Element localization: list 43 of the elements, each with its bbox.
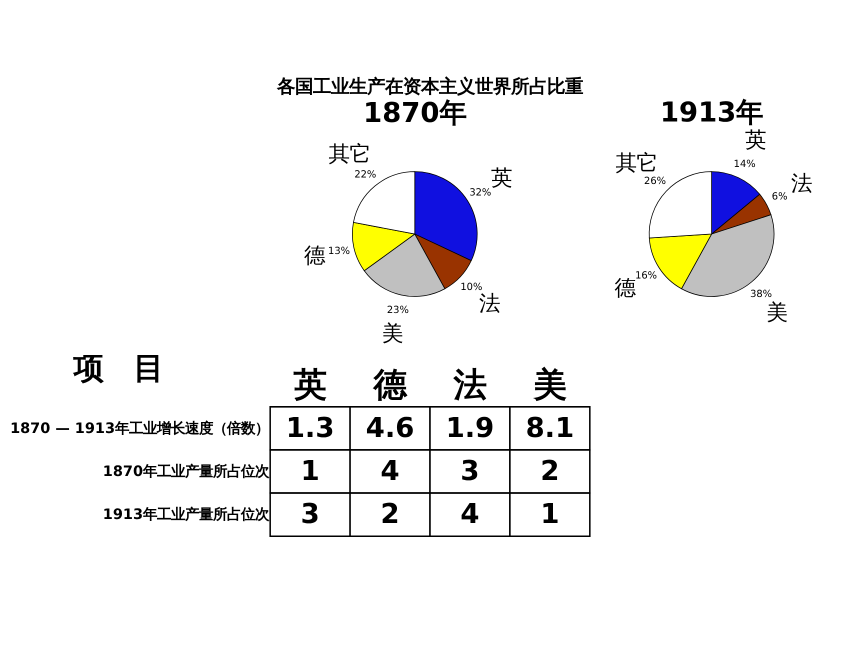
- chart-title: 1870年: [363, 98, 466, 130]
- category-label: 1870年工业产量所占位次: [102, 464, 270, 480]
- slice-label: 美: [766, 300, 788, 326]
- data-label: 23%: [386, 304, 409, 316]
- category-label: 法: [452, 364, 486, 404]
- data-label: 38%: [750, 288, 772, 300]
- slice-label: 德: [614, 276, 636, 302]
- category-label: 德: [372, 364, 408, 404]
- data-label: 10%: [460, 282, 482, 294]
- category-label: 1870 — 1913年工业增长速度（倍数）: [10, 420, 270, 437]
- category-label: 1913年工业产量所占位次: [102, 507, 270, 524]
- chart-title: 1913年: [660, 97, 764, 128]
- text: 4: [460, 499, 480, 530]
- data-label: 6%: [772, 192, 788, 203]
- slice-label: 法: [479, 291, 500, 316]
- slice-label: 德: [304, 244, 326, 269]
- text: 3: [300, 499, 320, 530]
- text: 8.1: [526, 412, 574, 444]
- text: 1: [540, 499, 560, 530]
- slice-label: 法: [791, 172, 812, 197]
- text: 项 目: [72, 351, 164, 386]
- text: 1.9: [446, 412, 494, 444]
- text: 1: [300, 456, 320, 487]
- data-label: 32%: [469, 188, 492, 199]
- text: 1.3: [286, 412, 334, 444]
- slice-label: 其它: [616, 150, 658, 176]
- text: 各国工业生产在资本主义世界所占比重: [276, 76, 584, 98]
- data-label: 26%: [644, 176, 666, 187]
- slice-label: 美: [382, 321, 403, 346]
- data-label: 13%: [328, 246, 350, 258]
- text: 4.6: [366, 412, 414, 444]
- data-label: 16%: [635, 270, 658, 282]
- data-label: 14%: [734, 158, 756, 170]
- text: 2: [540, 456, 560, 487]
- slice-label: 英: [744, 128, 766, 154]
- slice-label: 英: [491, 166, 512, 192]
- text: 2: [380, 499, 400, 530]
- category-label: 英: [292, 364, 327, 404]
- category-label: 美: [532, 364, 566, 404]
- text: 3: [460, 456, 480, 487]
- data-label: 22%: [354, 169, 376, 180]
- text: 4: [380, 456, 400, 487]
- slice-label: 其它: [328, 142, 370, 167]
